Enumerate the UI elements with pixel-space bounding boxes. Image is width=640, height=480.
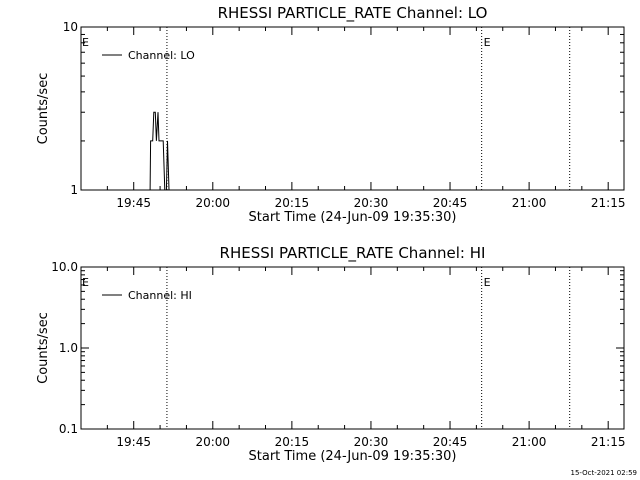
panel-hi: RHESSI PARTICLE_RATE Channel: HI 19:45 20:… [36,244,625,464]
x-tick-label: 21:15 [591,196,626,210]
chart-title: RHESSI PARTICLE_RATE Channel: HI [220,244,486,263]
x-axis-label: Start Time (24-Jun-09 19:35:30) [249,449,457,464]
x-tick-label: 20:15 [275,196,310,210]
x-tick-label: 19:45 [116,196,151,210]
edge-marker: E [82,276,89,289]
edge-marker: E [82,36,89,49]
legend-label: Channel: LO [128,49,195,62]
x-tick-label: 19:45 [116,435,151,449]
event-marker: E [484,276,491,289]
x-tick-label: 21:15 [591,435,626,449]
legend-label: Channel: HI [128,289,192,302]
y-tick-label: 10.0 [51,260,78,274]
x-axis-label: Start Time (24-Jun-09 19:35:30) [249,210,457,225]
chart-title: RHESSI PARTICLE_RATE Channel: LO [218,4,488,23]
x-tick-label: 20:45 [433,435,468,449]
x-tick-label: 20:15 [275,435,310,449]
x-tick-label: 20:30 [354,196,389,210]
y-tick-label: 1 [70,183,78,197]
x-tick-label: 21:00 [512,435,547,449]
y-axis-label: Counts/sec [36,312,51,384]
series-line [81,111,624,191]
y-axis-label: Counts/sec [36,73,51,145]
x-tick-label: 20:30 [354,435,389,449]
y-tick-label: 10 [63,20,78,34]
y-tick-label: 1.0 [59,341,78,355]
x-tick-label: 21:00 [512,196,547,210]
timestamp-label: 15-Oct-2021 02:59 [571,469,637,477]
panel-lo: RHESSI PARTICLE_RATE Channel: LO 19:45 20:… [36,4,625,225]
x-tick-label: 20:00 [195,196,230,210]
event-marker: E [484,36,491,49]
y-tick-label: 0.1 [59,422,78,436]
x-tick-label: 20:45 [433,196,468,210]
x-tick-label: 20:00 [195,435,230,449]
